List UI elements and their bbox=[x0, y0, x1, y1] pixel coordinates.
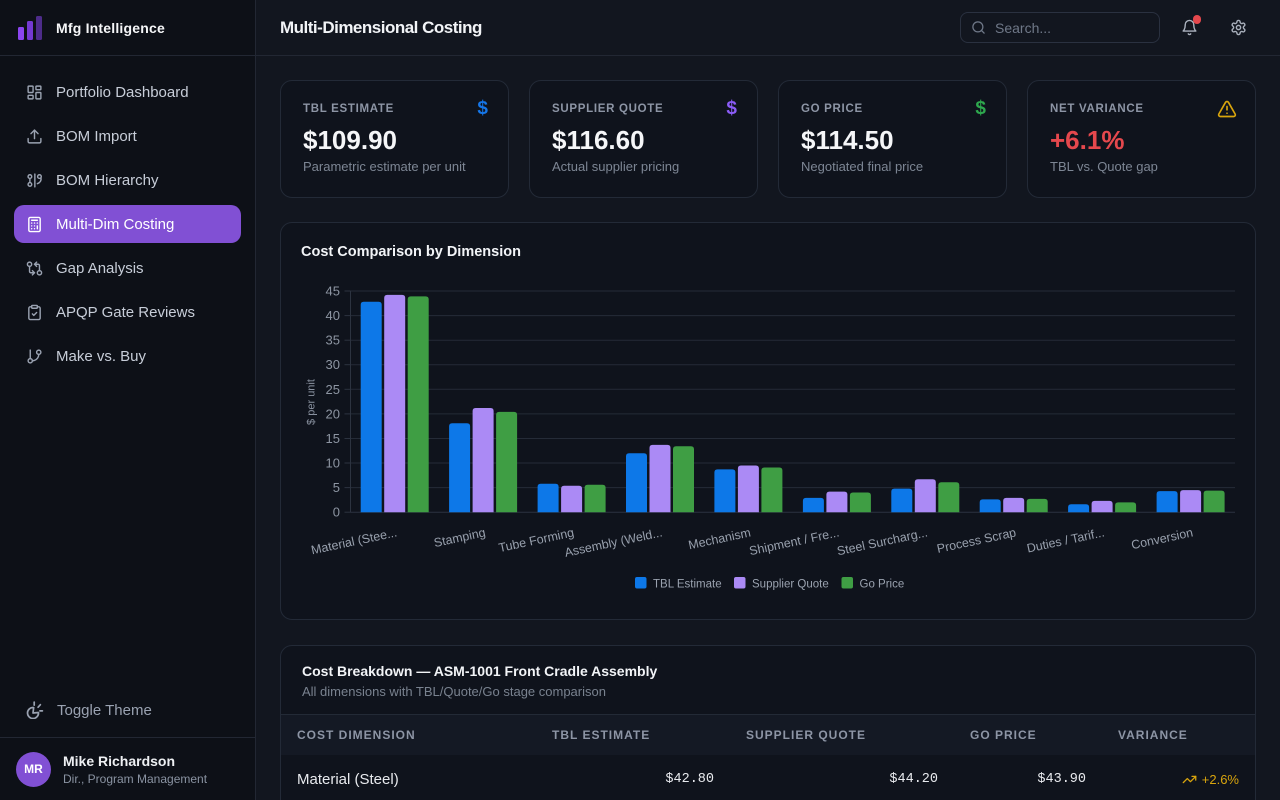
svg-text:40: 40 bbox=[326, 308, 340, 323]
svg-text:0: 0 bbox=[333, 505, 340, 520]
svg-text:Stamping: Stamping bbox=[433, 525, 487, 550]
svg-text:Supplier Quote: Supplier Quote bbox=[752, 579, 829, 591]
svg-text:Shipment / Fre...: Shipment / Fre... bbox=[748, 525, 841, 558]
svg-text:15: 15 bbox=[326, 431, 340, 446]
svg-text:$ per unit: $ per unit bbox=[306, 379, 318, 425]
svg-text:35: 35 bbox=[326, 333, 340, 348]
svg-text:Steel Surcharg...: Steel Surcharg... bbox=[836, 525, 929, 558]
svg-text:Process Scrap: Process Scrap bbox=[936, 525, 1018, 555]
svg-text:Duties / Tarif...: Duties / Tarif... bbox=[1026, 525, 1106, 555]
svg-text:Mechanism: Mechanism bbox=[687, 525, 752, 552]
svg-text:45: 45 bbox=[326, 284, 340, 299]
svg-text:Conversion: Conversion bbox=[1130, 525, 1194, 552]
svg-text:25: 25 bbox=[326, 382, 340, 397]
svg-text:Assembly (Weld...: Assembly (Weld... bbox=[563, 525, 663, 559]
svg-text:5: 5 bbox=[333, 480, 340, 495]
svg-text:Go Price: Go Price bbox=[860, 579, 905, 591]
svg-text:30: 30 bbox=[326, 357, 340, 372]
svg-text:20: 20 bbox=[326, 406, 340, 421]
svg-text:TBL Estimate: TBL Estimate bbox=[653, 579, 722, 591]
svg-text:Material (Stee...: Material (Stee... bbox=[310, 525, 398, 557]
svg-text:10: 10 bbox=[326, 456, 340, 471]
